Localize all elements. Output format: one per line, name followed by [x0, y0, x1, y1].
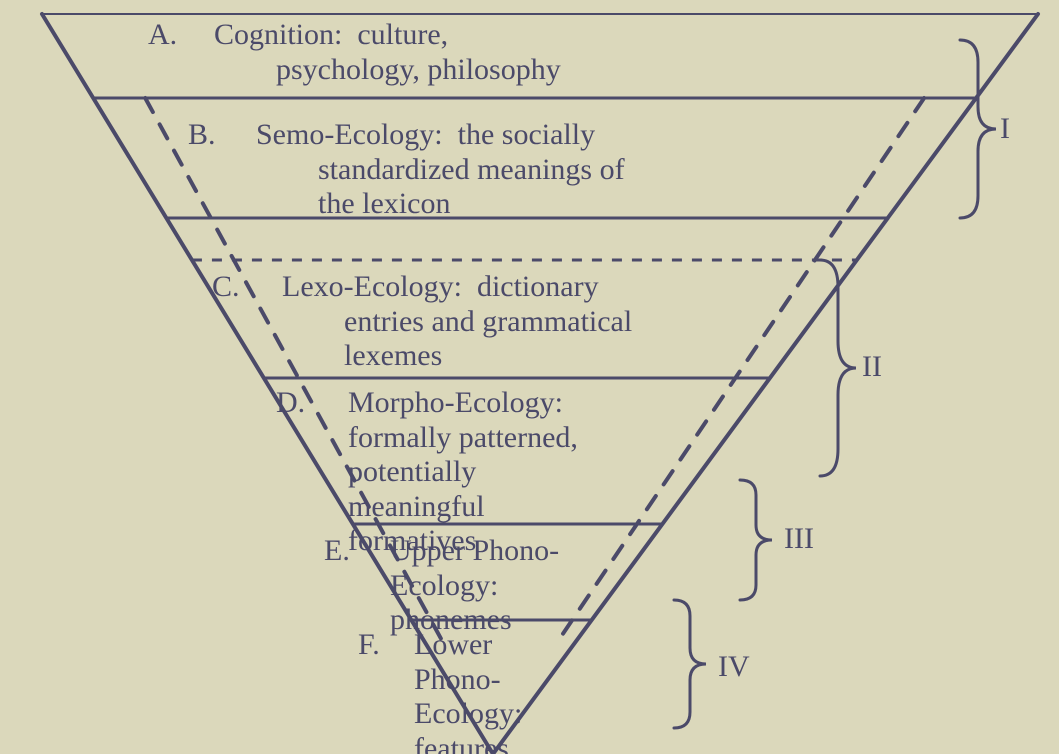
layer-4-letter: E. — [324, 534, 350, 568]
bracket-3-label: IV — [718, 650, 750, 684]
layer-0-letter: A. — [148, 18, 177, 52]
layer-0-text: Cognition: culture,psychology, philosoph… — [214, 18, 561, 87]
layer-3-text: Morpho-Ecology:formally patterned,potent… — [348, 386, 578, 559]
bracket-1-label: II — [862, 350, 882, 384]
layer-4-text: Upper Phono-Ecology:phonemes — [390, 534, 559, 638]
bracket-2-label: III — [784, 522, 814, 556]
funnel-svg — [0, 0, 1059, 754]
layer-3-letter: D. — [276, 386, 305, 420]
layer-2-text: Lexo-Ecology: dictionaryentries and gram… — [282, 270, 632, 374]
layer-5-text: LowerPhono-Ecology:features — [414, 628, 522, 754]
layer-1-letter: B. — [188, 118, 216, 152]
layer-2-letter: C. — [212, 270, 240, 304]
bracket-0-label: I — [1000, 112, 1010, 146]
layer-1-text: Semo-Ecology: the sociallystandardized m… — [256, 118, 625, 222]
layer-5-letter: F. — [358, 628, 380, 662]
